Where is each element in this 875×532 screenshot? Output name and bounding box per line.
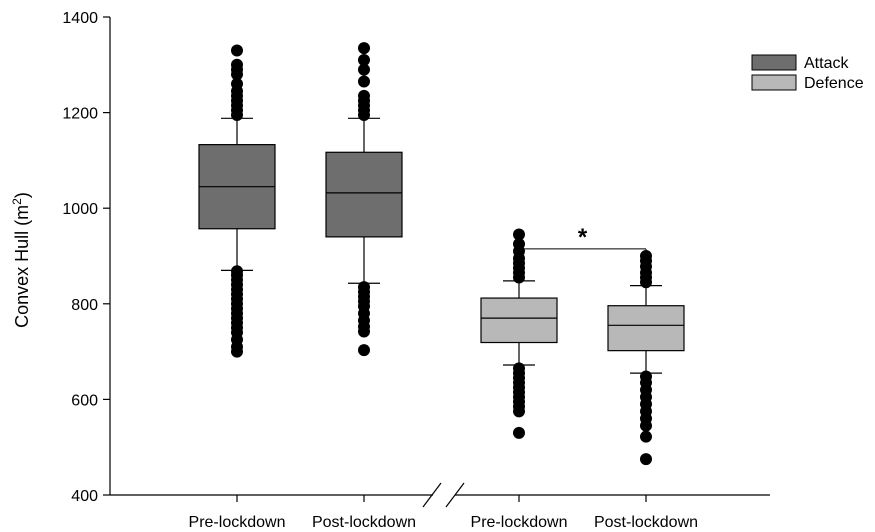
outlier-point — [640, 453, 652, 466]
iqr-box — [607, 305, 685, 352]
x-tick-label: Pre-lockdown — [189, 514, 286, 531]
axis-break-marks — [422, 482, 465, 508]
y-tick-label: 1000 — [62, 201, 98, 218]
outlier-point — [358, 344, 370, 357]
axis-break-slash-right — [445, 482, 465, 508]
outlier-point — [231, 265, 243, 278]
iqr-box — [480, 297, 558, 344]
legend-swatch-defence — [751, 74, 797, 91]
y-tick-label: 1200 — [62, 106, 98, 123]
axes — [109, 17, 770, 508]
outlier-point — [358, 89, 370, 102]
annotations: * — [518, 224, 647, 263]
outlier-point — [513, 362, 525, 375]
y-axis-title: Convex Hull (m2) — [10, 192, 32, 328]
outlier-point — [358, 54, 370, 67]
box-attack — [198, 44, 276, 358]
legend-label-defence: Defence — [804, 75, 864, 92]
box-defence — [607, 250, 685, 466]
outlier-point — [640, 430, 652, 443]
legend-swatch-attack — [751, 54, 797, 71]
box-attack — [325, 42, 403, 357]
outlier-point — [513, 228, 525, 241]
outlier-point — [513, 238, 525, 251]
x-axis-ticks: Pre-lockdown Post-lockdown Pre-lockdown Pos… — [189, 495, 698, 531]
box-defence — [480, 228, 558, 439]
boxes — [198, 42, 685, 466]
y-tick-label: 400 — [71, 488, 98, 505]
outlier-point — [358, 281, 370, 294]
outlier-point — [231, 58, 243, 71]
outlier-point — [358, 63, 370, 76]
outlier-point — [640, 370, 652, 383]
legend: Attack Defence — [751, 54, 864, 92]
outlier-point — [513, 426, 525, 439]
outlier-point — [231, 77, 243, 90]
iqr-box — [325, 151, 403, 238]
significance-marker: * — [578, 224, 588, 251]
outlier-point — [358, 42, 370, 55]
x-tick-label: Post-lockdown — [312, 514, 416, 531]
legend-label-attack: Attack — [804, 55, 849, 72]
axis-break-slash-left — [422, 482, 442, 508]
outlier-point — [231, 44, 243, 57]
y-tick-label: 800 — [71, 297, 98, 314]
x-tick-label: Post-lockdown — [594, 514, 698, 531]
x-tick-label: Pre-lockdown — [471, 514, 568, 531]
y-tick-label: 600 — [71, 392, 98, 409]
outlier-point — [358, 75, 370, 88]
y-tick-label: 1400 — [62, 10, 98, 27]
y-axis-ticks: 400 600 800 1000 1200 1400 — [62, 10, 110, 505]
